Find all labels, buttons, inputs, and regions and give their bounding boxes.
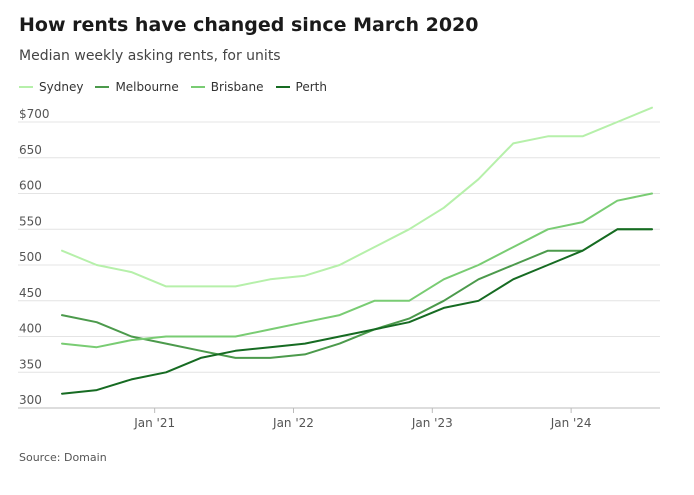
y-tick-label: 550 (19, 214, 42, 228)
x-tick-label: Jan '24 (550, 416, 592, 430)
y-tick-label: 400 (19, 322, 42, 336)
legend-label: Perth (295, 80, 327, 94)
x-tick-label: Jan '22 (272, 416, 314, 430)
legend-swatch (95, 86, 110, 88)
legend-label: Sydney (39, 80, 84, 94)
legend-item-melbourne: Melbourne (95, 80, 179, 94)
y-tick-label: 350 (19, 357, 42, 371)
legend-swatch (19, 86, 33, 88)
x-tick-label: Jan '23 (411, 416, 453, 430)
series-line-perth (61, 228, 653, 395)
chart-subtitle: Median weekly asking rents, for units (19, 48, 281, 64)
legend-label: Brisbane (210, 80, 264, 94)
legend-item-brisbane: Brisbane (190, 80, 264, 94)
y-tick-label: $700 (19, 107, 50, 121)
y-tick-label: 300 (19, 393, 42, 407)
y-tick-label: 450 (19, 286, 42, 300)
source-note: Source: Domain (19, 451, 107, 464)
x-tick-label: Jan '21 (133, 416, 175, 430)
y-tick-label: 600 (19, 179, 42, 193)
line-chart: 300 350 400 450 500 550 600 650 $700 Jan '21 Jan '… (18, 106, 660, 430)
legend-item-perth: Perth (275, 80, 327, 94)
series-line-sydney (61, 106, 653, 288)
series-line-brisbane (61, 192, 653, 349)
series-line-melbourne (61, 228, 653, 359)
chart-title: How rents have changed since March 2020 (19, 14, 479, 36)
legend-item-sydney: Sydney (19, 80, 83, 94)
chart-legend: Sydney Melbourne Brisbane Perth (19, 80, 339, 94)
legend-swatch (275, 86, 290, 88)
y-tick-label: 500 (19, 250, 42, 264)
legend-swatch (190, 86, 205, 88)
legend-label: Melbourne (115, 80, 179, 94)
y-tick-label: 650 (19, 143, 42, 157)
